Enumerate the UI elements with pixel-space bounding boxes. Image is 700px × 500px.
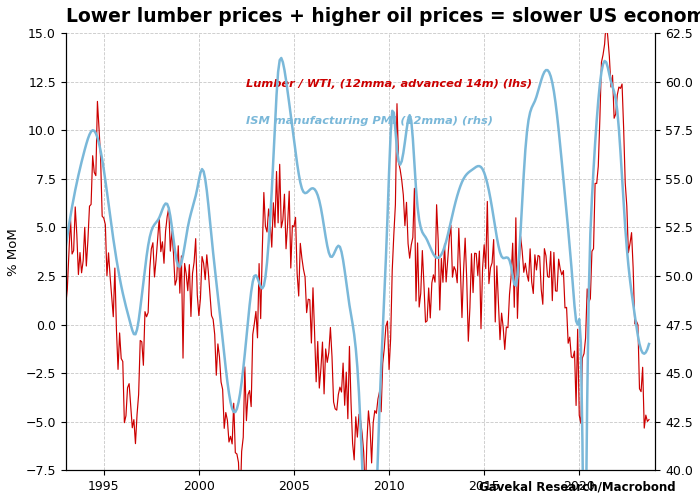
Text: ISM manufacturing PMI (12mma) (rhs): ISM manufacturing PMI (12mma) (rhs) (246, 116, 493, 126)
Text: Gavekal Research/Macrobond: Gavekal Research/Macrobond (479, 481, 676, 494)
Text: Lower lumber prices + higher oil prices = slower US economic growth: Lower lumber prices + higher oil prices … (66, 7, 700, 26)
Y-axis label: % MoM: % MoM (7, 228, 20, 276)
Text: Lumber / WTI, (12mma, advanced 14m) (lhs): Lumber / WTI, (12mma, advanced 14m) (lhs… (246, 79, 532, 89)
